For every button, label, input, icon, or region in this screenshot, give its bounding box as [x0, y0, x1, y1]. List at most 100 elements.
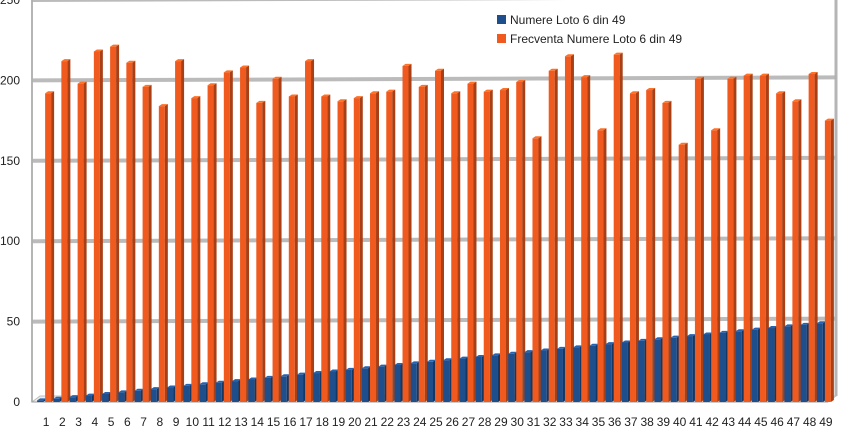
bar-side — [635, 91, 639, 402]
bar-numere-10 — [183, 383, 193, 402]
x-axis-tick-labels: 1 2 3 4 5 6 7 8 9 10 11 12 13 14 15 16 17 18 19 20 21 22 23 24 2… — [43, 415, 833, 429]
bar-front — [483, 91, 490, 402]
x-tick-label-28: 28 — [478, 415, 492, 429]
bar-side — [408, 63, 412, 402]
bar-front — [573, 347, 580, 402]
bar-frecventa-17 — [305, 59, 315, 402]
x-tick-label-38: 38 — [641, 415, 655, 429]
bar-side — [570, 54, 574, 402]
bar-front — [467, 83, 474, 402]
bar-front — [735, 331, 742, 402]
bar-frecventa-37 — [629, 91, 639, 402]
bar-front — [768, 328, 775, 402]
bar-side — [489, 89, 493, 402]
x-tick-label-46: 46 — [770, 415, 784, 429]
bar-numere-38 — [638, 338, 648, 402]
bar-front — [621, 342, 628, 402]
bar-front — [638, 340, 645, 402]
legend-swatch-frecventa — [497, 34, 506, 43]
bar-numere-12 — [215, 380, 225, 402]
bar-front — [167, 387, 174, 402]
bar-numere-9 — [167, 385, 177, 402]
x-tick-label-30: 30 — [511, 415, 525, 429]
bar-side — [457, 91, 461, 402]
bar-front — [69, 397, 76, 402]
bar-side — [148, 84, 152, 402]
bar-front — [199, 384, 206, 402]
bar-front — [532, 138, 539, 402]
x-tick-label-37: 37 — [624, 415, 638, 429]
bar-side — [294, 94, 298, 402]
bar-front — [556, 348, 563, 402]
legend: Numere Loto 6 din 49 Frecventa Numere Lo… — [497, 13, 682, 46]
bar-front — [175, 61, 182, 402]
x-tick-label-44: 44 — [738, 415, 752, 429]
x-tick-label-12: 12 — [218, 415, 232, 429]
bar-frecventa-42 — [711, 128, 721, 403]
bar-side — [197, 96, 201, 402]
bar-side — [619, 52, 623, 403]
bar-front — [711, 130, 718, 403]
bar-front — [353, 98, 360, 402]
bar-side — [116, 44, 120, 403]
bar-side — [587, 75, 591, 403]
bar-numere-25 — [427, 359, 436, 402]
x-tick-label-19: 19 — [332, 415, 346, 429]
bar-front — [37, 400, 44, 402]
bar-front — [61, 61, 68, 402]
bar-front — [102, 393, 109, 402]
bar-front — [240, 67, 247, 402]
gridline-200 — [31, 75, 837, 83]
x-tick-label-1: 1 — [43, 415, 50, 429]
bar-front — [337, 101, 344, 402]
bar-front — [362, 368, 369, 402]
bar-side — [700, 76, 704, 403]
bar-front — [215, 382, 222, 402]
bar-front — [686, 336, 693, 402]
bar-frecventa-43 — [727, 76, 737, 403]
x-tick-label-31: 31 — [527, 415, 541, 429]
bar-front — [386, 91, 393, 402]
bar-numere-37 — [621, 340, 631, 402]
bar-numere-22 — [378, 364, 388, 402]
x-tick-label-15: 15 — [267, 415, 281, 429]
bar-front — [784, 326, 791, 402]
bar-front — [427, 361, 433, 402]
bar-front — [126, 62, 133, 402]
bar-front — [613, 54, 620, 403]
x-tick-label-9: 9 — [173, 415, 180, 429]
bar-front — [142, 86, 149, 402]
bar-frecventa-48 — [808, 71, 818, 402]
bar-frecventa-32 — [548, 68, 558, 402]
x-tick-label-43: 43 — [722, 415, 736, 429]
x-tick-label-40: 40 — [673, 415, 687, 429]
x-tick-label-23: 23 — [397, 415, 411, 429]
bar-frecventa-3 — [77, 81, 87, 402]
bar-front — [191, 98, 198, 402]
bar-front — [321, 96, 328, 402]
bar-front — [77, 83, 84, 402]
bar-side — [83, 81, 87, 402]
bar-numere-41 — [686, 334, 696, 402]
bar-front — [816, 323, 823, 402]
x-tick-label-11: 11 — [202, 415, 215, 429]
x-tick-label-20: 20 — [348, 415, 362, 429]
bar-side — [67, 59, 71, 402]
bar-frecventa-46 — [776, 91, 786, 402]
bar-side — [164, 104, 168, 403]
x-tick-label-17: 17 — [299, 415, 313, 429]
bar-frecventa-39 — [662, 100, 672, 403]
bar-side — [262, 100, 266, 403]
bar-frecventa-11 — [207, 83, 217, 402]
bar-side — [765, 73, 769, 403]
x-tick-label-36: 36 — [608, 415, 622, 429]
x-tick-label-25: 25 — [429, 415, 443, 429]
bar-frecventa-36 — [613, 52, 623, 403]
bar-numere-15 — [264, 375, 274, 402]
bar-front — [727, 78, 734, 403]
bar-numere-14 — [248, 377, 258, 402]
x-tick-label-10: 10 — [186, 415, 200, 429]
bar-front — [248, 379, 255, 402]
bar-side — [392, 89, 396, 402]
bar-frecventa-49 — [824, 118, 834, 402]
